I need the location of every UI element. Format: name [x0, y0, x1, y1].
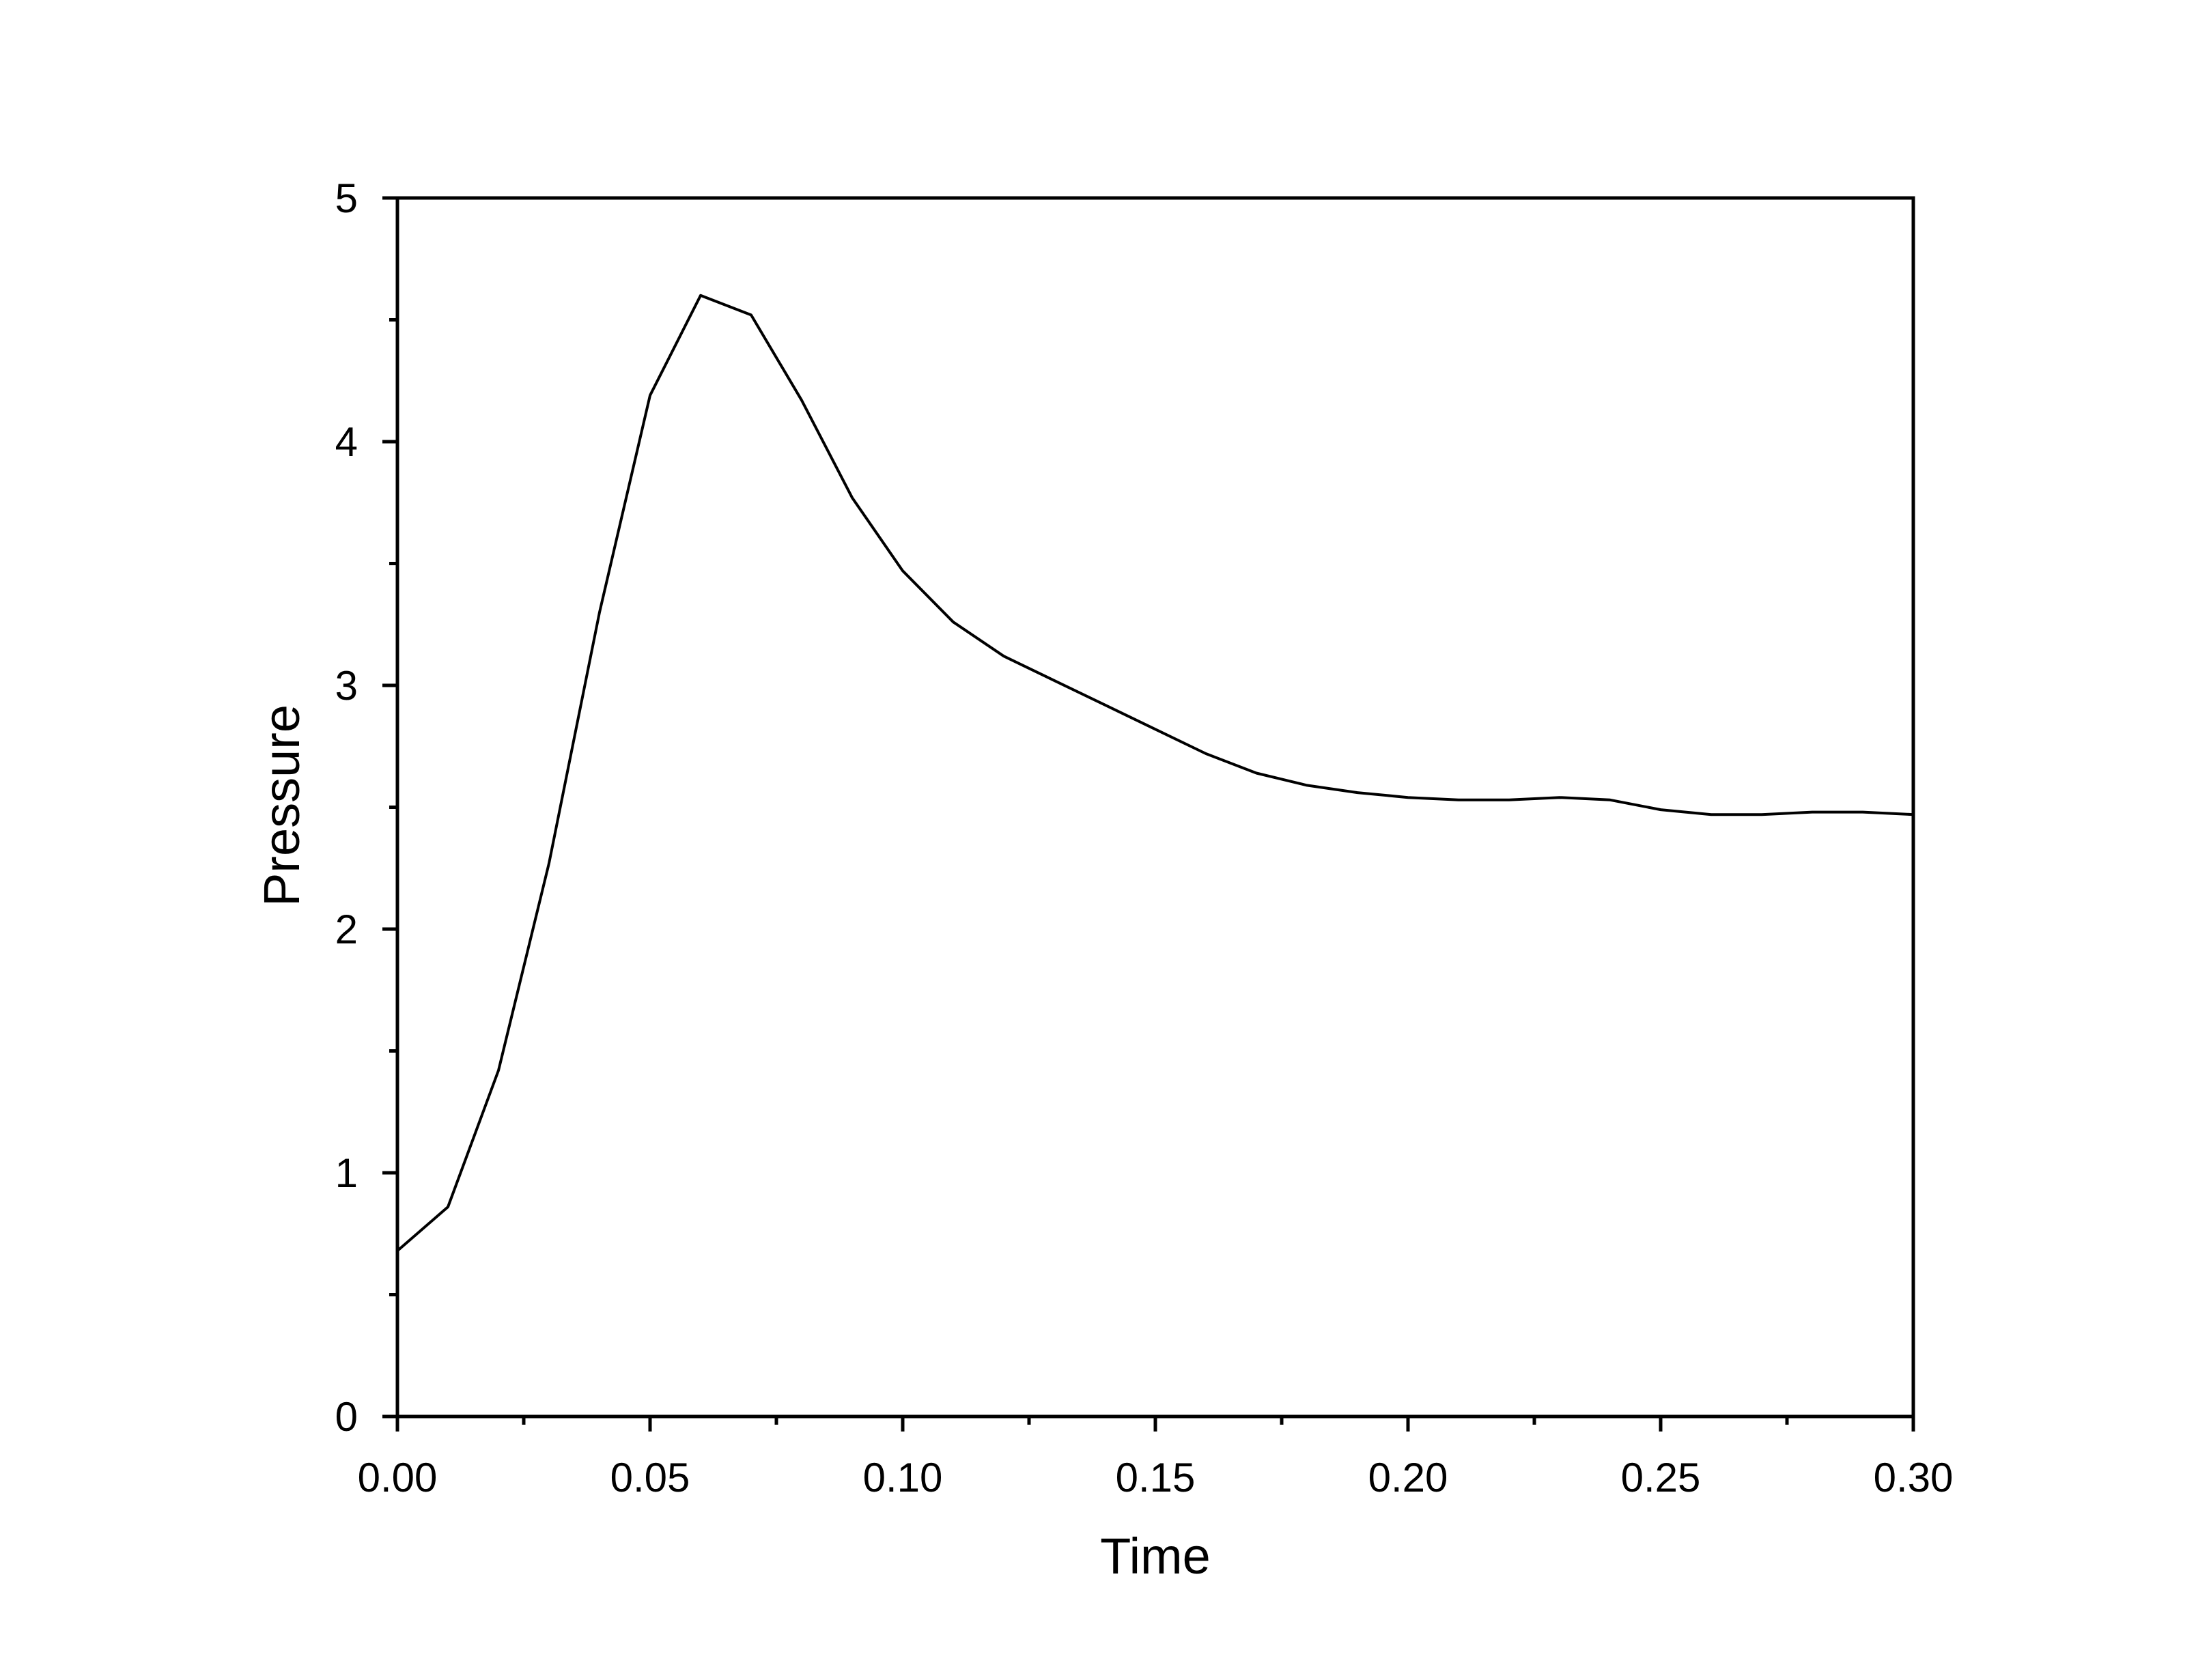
- y-tick-label: 1: [335, 1150, 358, 1196]
- x-tick-label: 0.10: [863, 1455, 943, 1500]
- axes-layer: [382, 196, 1915, 1432]
- series-line: [396, 294, 1914, 1252]
- y-tick-label: 5: [335, 175, 358, 221]
- x-tick-label: 0.15: [1116, 1455, 1196, 1500]
- y-tick-label: 0: [335, 1394, 358, 1440]
- labels-layer: 0.00 0.05 0.10 0.15 0.20 0.25 0.30 0 1 2 3 4 5: [335, 175, 1954, 1500]
- x-tick-label: 0.30: [1874, 1455, 1954, 1500]
- x-axis-title: Time: [1100, 1528, 1211, 1584]
- y-tick-label: 2: [335, 907, 358, 952]
- series-layer: [396, 294, 1914, 1252]
- y-tick-label: 3: [335, 663, 358, 709]
- x-tick-label: 0.05: [610, 1455, 690, 1500]
- y-tick-label: 4: [335, 419, 358, 465]
- x-tick-label: 0.00: [358, 1455, 438, 1500]
- x-tick-label: 0.25: [1621, 1455, 1701, 1500]
- y-axis-title: Pressure: [253, 704, 310, 907]
- x-tick-label: 0.20: [1368, 1455, 1448, 1500]
